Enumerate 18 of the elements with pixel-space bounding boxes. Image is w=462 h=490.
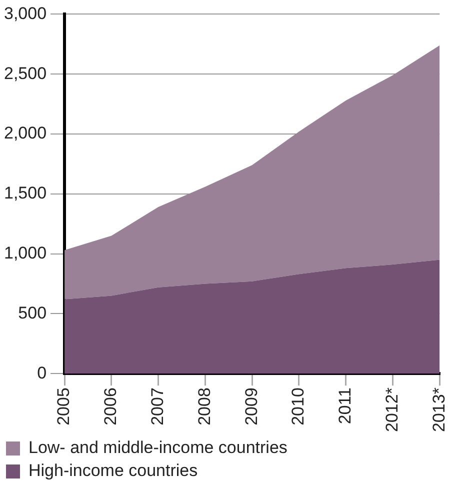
x-tick-label: 2011: [336, 388, 355, 424]
y-tick-label: 1,500: [4, 184, 47, 203]
y-tick-label: 0: [37, 363, 47, 382]
y-tick-label: 500: [18, 303, 47, 322]
y-tick-label: 1,000: [4, 243, 47, 262]
x-tick-label: 2013*: [429, 387, 448, 432]
x-tick-label: 2008: [194, 388, 214, 426]
x-tick-label: 2012*: [382, 387, 402, 432]
y-tick-label: 2,500: [4, 64, 47, 83]
y-tick-label: 3,000: [4, 4, 47, 23]
x-tick-label: 2009: [242, 388, 261, 426]
x-tick-label: 2010: [288, 388, 308, 426]
x-tick-label: 2006: [101, 388, 120, 426]
y-tick-label: 2,000: [4, 124, 47, 143]
x-tick-label: 2005: [54, 388, 74, 426]
legend-label: Low- and middle-income countries: [28, 438, 288, 458]
legend-label: High-income countries: [28, 461, 198, 480]
x-tick-label: 2007: [148, 388, 167, 426]
